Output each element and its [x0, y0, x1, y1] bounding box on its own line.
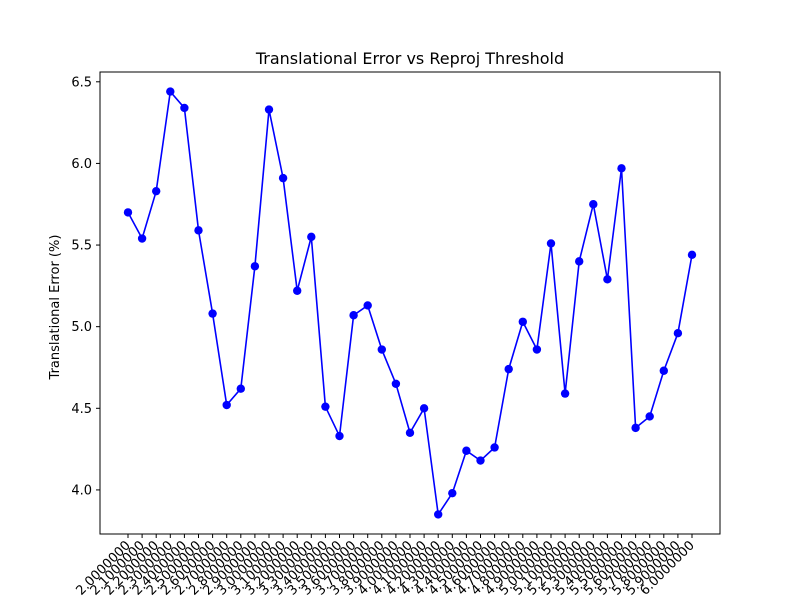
data-point: [293, 286, 302, 295]
data-point: [152, 186, 161, 196]
data-point: [490, 443, 499, 452]
data-point: [546, 239, 556, 248]
data-point: [236, 384, 245, 393]
data-point: [264, 105, 274, 114]
data-point: [208, 309, 217, 318]
data-point: [518, 317, 527, 326]
data-point: [645, 412, 654, 421]
data-point: [687, 250, 697, 260]
data-point: [589, 200, 598, 209]
data-point: [504, 364, 513, 374]
data-point: [349, 311, 358, 320]
y-tick-label: 6.0: [71, 157, 92, 172]
data-point: [321, 402, 330, 411]
data-point: [363, 301, 372, 310]
chart-title: Translational Error vs Reproj Threshold: [255, 49, 564, 68]
y-tick-label: 4.0: [71, 483, 92, 498]
data-point: [617, 164, 626, 173]
y-tick-label: 5.0: [71, 320, 92, 335]
data-point: [335, 431, 344, 441]
data-point: [405, 428, 415, 437]
y-tick-label: 6.5: [71, 75, 92, 90]
data-point: [434, 510, 443, 519]
data-point: [532, 345, 542, 354]
y-tick-label: 4.5: [71, 402, 92, 417]
data-point: [462, 446, 471, 455]
data-point: [603, 275, 612, 284]
data-point: [222, 400, 231, 410]
data-point: [377, 345, 386, 354]
plot-area: 4.04.55.05.56.06.52.00000002.10000002.20…: [71, 75, 698, 598]
plot-frame: [99, 71, 721, 535]
data-point: [419, 404, 429, 413]
data-point: [476, 456, 485, 465]
data-point: [194, 226, 203, 235]
data-point: [391, 379, 401, 389]
data-point: [166, 87, 175, 96]
data-point: [631, 423, 640, 433]
data-point: [448, 488, 457, 498]
data-point: [250, 262, 260, 271]
y-axis-label: Translational Error (%): [48, 235, 63, 381]
data-point: [560, 389, 570, 398]
data-point: [123, 208, 133, 217]
data-point: [137, 234, 147, 243]
y-tick-label: 5.5: [71, 239, 92, 254]
data-point: [307, 232, 316, 242]
data-point: [180, 103, 189, 113]
data-point: [659, 366, 668, 375]
data-point: [673, 329, 683, 338]
data-point: [575, 257, 584, 266]
data-point: [278, 173, 288, 183]
